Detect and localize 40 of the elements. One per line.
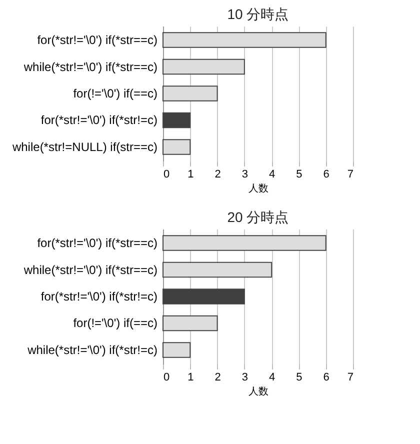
x-tick-label: 5 (296, 168, 302, 180)
bar (162, 86, 218, 102)
x-tick-label: 3 (242, 168, 248, 180)
bar (162, 58, 245, 75)
x-tick-label: 7 (347, 168, 354, 180)
x-tick-label: 0 (164, 372, 170, 384)
chart-title: 10 分時点 (227, 6, 289, 22)
x-tick-label: 0 (164, 168, 170, 180)
bar (162, 262, 272, 278)
x-tick-label: 7 (347, 372, 354, 384)
y-tick-label: while(*str!='\0') if(*str==c) (22, 262, 158, 277)
y-tick-label: for(*str!='\0') if(*str!=c) (40, 290, 158, 304)
chart-title: 20 分時点 (227, 209, 289, 225)
y-tick-label: for(!='\0') if(==c) (73, 316, 158, 330)
y-tick-label: while(*str!=NULL) if(str==c) (11, 140, 158, 154)
bar (162, 32, 326, 48)
y-tick-label: while(*str!='\0') if(*str!=c) (26, 342, 158, 357)
y-tick-label: for(*str!='\0') if(*str==c) (37, 236, 158, 250)
y-tick-label: for(*str!='\0') if(*str!=c) (40, 113, 158, 128)
y-tick-label: for(*str!='\0') if(*str==c) (37, 33, 158, 48)
x-tick-label: 5 (296, 372, 302, 384)
x-tick-label: 1 (188, 168, 194, 180)
bar (162, 235, 326, 251)
x-tick-label: 3 (242, 372, 248, 384)
y-tick-label: for(!='\0') if(==c) (73, 86, 158, 100)
x-tick-label: 1 (188, 372, 194, 384)
bar (162, 288, 245, 304)
x-tick-label: 4 (269, 168, 276, 180)
x-tick-label: 2 (214, 168, 221, 180)
x-tick-label: 6 (323, 168, 330, 180)
x-axis-title: 人数 (248, 184, 268, 194)
x-tick-label: 6 (323, 372, 330, 384)
x-tick-label: 2 (214, 372, 221, 384)
bar (162, 139, 191, 155)
bar (162, 112, 191, 128)
bar (162, 315, 218, 332)
x-axis-title: 人数 (248, 386, 268, 398)
bar (162, 342, 191, 358)
y-tick-label: while(*str!='\0') if(*str==c) (22, 60, 158, 74)
x-tick-label: 4 (269, 372, 276, 384)
